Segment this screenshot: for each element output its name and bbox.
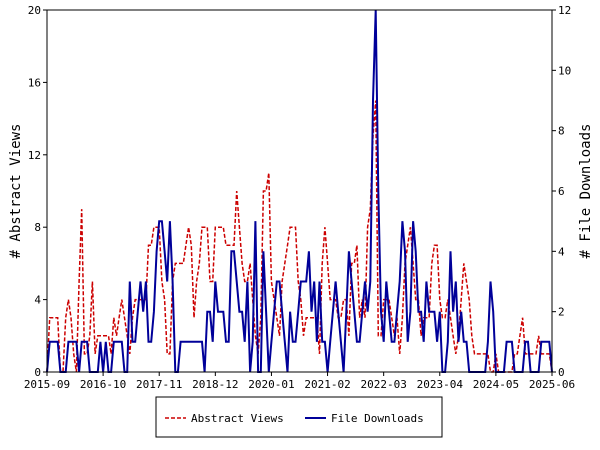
x-tick-label: 2024-05 xyxy=(473,378,519,391)
left-y-axis: 0 4 8 12 16 20 xyxy=(28,4,47,379)
right-axis-title: # File Downloads xyxy=(578,124,594,259)
plot-frame xyxy=(46,9,553,373)
x-tick-label: 2015-09 xyxy=(24,378,70,391)
right-tick-label: 4 xyxy=(558,245,565,258)
right-tick-label: 0 xyxy=(558,366,565,379)
series-line-abstract-views xyxy=(46,100,553,373)
series-line-file-downloads xyxy=(46,9,553,373)
right-tick-label: 2 xyxy=(558,306,565,319)
x-tick-label: 2018-12 xyxy=(192,378,238,391)
right-tick-label: 8 xyxy=(558,125,565,138)
left-axis-title: # Abstract Views xyxy=(8,124,24,259)
right-y-axis: 0 2 4 6 8 10 12 xyxy=(552,4,571,379)
x-tick-label: 2017-11 xyxy=(136,378,182,391)
right-tick-label: 6 xyxy=(558,185,565,198)
right-tick-label: 12 xyxy=(558,4,571,17)
left-tick-label: 0 xyxy=(34,366,41,379)
x-tick-label: 2022-03 xyxy=(360,378,406,391)
plot-lines xyxy=(46,9,553,373)
x-tick-label: 2016-10 xyxy=(80,378,126,391)
legend-label-abstract-views: Abstract Views xyxy=(191,412,284,425)
left-tick-label: 4 xyxy=(34,294,41,307)
left-tick-label: 20 xyxy=(28,4,41,17)
x-tick-label: 2025-06 xyxy=(529,378,575,391)
legend: Abstract Views File Downloads xyxy=(155,396,443,438)
left-tick-label: 16 xyxy=(28,76,41,89)
x-tick-label: 2021-02 xyxy=(304,378,350,391)
x-axis: 2015-09 2016-10 2017-11 2018-12 2020-01 2021-… xyxy=(24,372,575,391)
left-tick-label: 8 xyxy=(34,221,41,234)
left-tick-label: 12 xyxy=(28,149,41,162)
x-tick-label: 2020-01 xyxy=(248,378,294,391)
x-tick-label: 2023-04 xyxy=(417,378,464,391)
legend-label-file-downloads: File Downloads xyxy=(331,412,424,425)
legend-box xyxy=(155,396,443,438)
right-tick-label: 10 xyxy=(558,64,571,77)
